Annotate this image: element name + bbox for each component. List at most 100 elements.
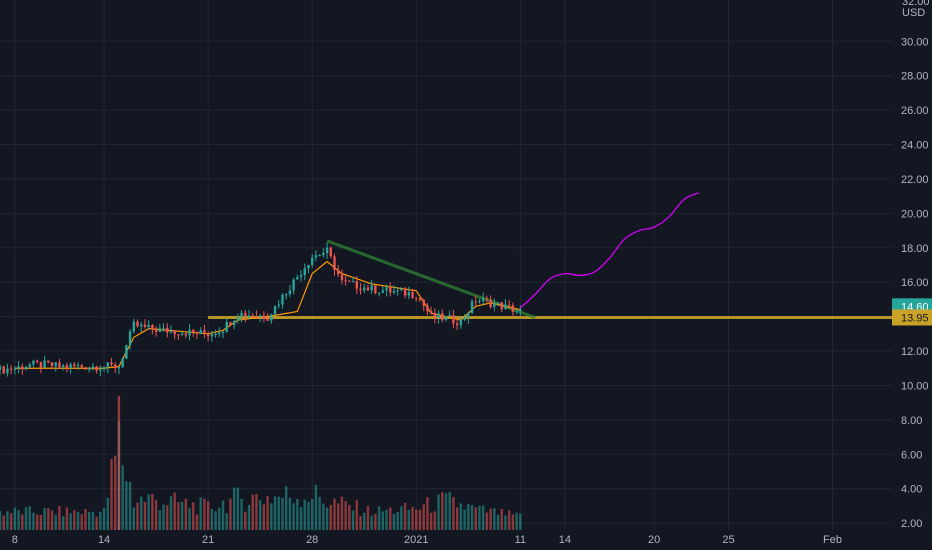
volume-bar (307, 501, 310, 530)
volume-bar (13, 507, 17, 530)
x-tick-label: 8 (12, 534, 18, 546)
candle-body (452, 315, 455, 324)
candlesticks (0, 242, 522, 377)
candle-body (363, 287, 366, 291)
volume-bar (459, 503, 463, 530)
candle-body (80, 365, 83, 368)
candle-body (210, 334, 214, 337)
volume-bar (351, 510, 355, 530)
candle-body (69, 364, 72, 369)
candle-body (236, 316, 240, 321)
volume-bar (195, 514, 199, 530)
volume-bar (340, 496, 344, 530)
time-axis[interactable]: 8 14 21 28 2021 11 14 20 25 Feb (12, 534, 842, 546)
volume-bar (504, 515, 507, 530)
volume-bar (2, 515, 5, 530)
candle-body (240, 312, 243, 317)
volume-bar (381, 511, 385, 530)
volume-bar (318, 496, 321, 530)
volume-bar (203, 498, 206, 530)
volume-bar (69, 513, 72, 530)
volume-bar (91, 511, 95, 530)
y-tick-label: 30.00 (901, 36, 929, 48)
candle-body (429, 311, 433, 314)
candle-body (467, 313, 470, 318)
candle-body (448, 315, 451, 317)
volume-bar (333, 498, 336, 530)
candle-body (17, 366, 20, 369)
volume-bar (32, 512, 35, 530)
candle-body (281, 294, 284, 305)
candle-body (221, 332, 225, 334)
volume-bar (80, 514, 83, 530)
volume-bar (229, 498, 232, 530)
candle-body (314, 255, 318, 258)
volume-bar (441, 492, 444, 530)
candle-body (43, 360, 46, 368)
candle-body (247, 315, 251, 317)
candle-body (288, 290, 292, 295)
price-axis[interactable]: USD32.002.004.006.008.0010.0012.0014.001… (901, 0, 930, 530)
candle-body (206, 333, 210, 337)
volume-bar (411, 506, 414, 530)
candle-body (481, 298, 485, 301)
volume-bar (270, 503, 273, 530)
candle-body (9, 368, 13, 370)
candle-body (340, 274, 344, 281)
volume-bar (21, 514, 24, 530)
candle-body (192, 329, 195, 333)
candle-body (359, 288, 362, 291)
candle-body (392, 291, 396, 293)
x-tick-label: 14 (559, 534, 571, 546)
grid-lines (0, 0, 892, 530)
volume-bar (273, 496, 277, 530)
candle-body (154, 329, 158, 332)
volume-bar (258, 500, 262, 530)
candle-body (370, 285, 373, 291)
projection-line[interactable] (519, 192, 700, 309)
volume-bar (418, 509, 422, 530)
volume-bar (400, 506, 403, 530)
volume-bar (377, 506, 381, 530)
volume-bar (437, 494, 440, 530)
candle-body (225, 322, 228, 333)
candle-body (385, 287, 388, 291)
volume-bar (325, 507, 329, 530)
candle-body (377, 292, 381, 294)
volume-bar (143, 502, 147, 530)
candle-body (6, 368, 9, 374)
y-tick-label: 4.00 (901, 484, 922, 496)
volume-bar (35, 514, 39, 530)
volume-bar (344, 501, 347, 530)
volume-bar (65, 507, 69, 530)
candle-body (2, 366, 5, 374)
candle-body (251, 315, 254, 317)
candle-body (433, 313, 437, 318)
candle-body (270, 314, 273, 321)
candle-body (374, 285, 377, 294)
y-tick-label: 24.00 (901, 140, 929, 152)
candle-body (348, 280, 351, 282)
candle-body (232, 320, 236, 326)
volume-bar (76, 511, 80, 530)
candle-body (493, 303, 496, 308)
candle-body (355, 281, 358, 289)
projection-path[interactable] (519, 192, 700, 309)
candle-body (162, 327, 165, 329)
volume-bar (329, 504, 332, 530)
volume-bar (136, 502, 139, 530)
candle-body (76, 365, 80, 367)
volume-bar (154, 500, 158, 530)
volume-bar (180, 501, 184, 530)
candle-body (292, 279, 295, 291)
candle-body (329, 247, 332, 257)
volume-bar (288, 497, 292, 530)
volume-bar (299, 507, 303, 530)
volume-bar (255, 493, 258, 530)
candle-body (218, 332, 221, 335)
volume-bar (314, 484, 318, 530)
candle-body (266, 319, 269, 321)
candle-body (140, 324, 143, 327)
candle-body (437, 313, 440, 318)
